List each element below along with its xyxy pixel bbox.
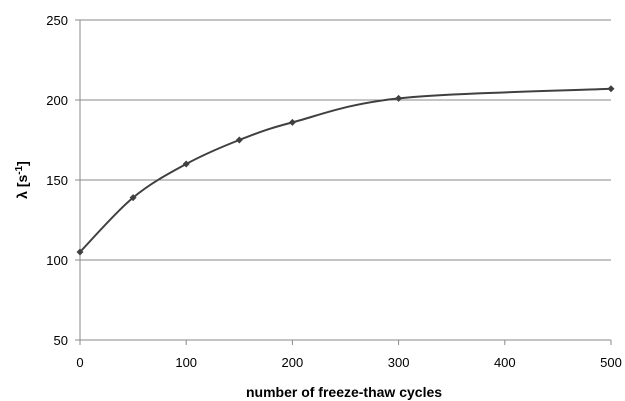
y-axis-title-exponent: -1 <box>14 165 25 174</box>
y-axis-title-close: ] <box>14 161 30 166</box>
data-point-marker <box>129 194 137 202</box>
y-axis-title-main: λ [s <box>14 175 30 199</box>
y-tick-label: 200 <box>46 93 68 108</box>
y-tick-label: 250 <box>46 13 68 28</box>
series-layer <box>76 85 615 256</box>
x-tick-label: 300 <box>388 355 410 370</box>
data-point-marker <box>288 118 296 126</box>
gridlines <box>80 19 611 261</box>
y-tick-label: 150 <box>46 173 68 188</box>
y-tick-label: 50 <box>54 333 68 348</box>
x-axis-title: number of freeze-thaw cycles <box>246 384 442 400</box>
data-point-marker <box>235 136 243 144</box>
data-point-marker <box>182 160 190 168</box>
x-tick-label: 400 <box>494 355 516 370</box>
x-tick-label: 200 <box>282 355 304 370</box>
data-point-marker <box>607 85 615 93</box>
y-tick-label: 100 <box>46 253 68 268</box>
y-axis-title: λ [s-1] <box>14 161 30 199</box>
series-line <box>79 87 612 253</box>
x-tick-label: 0 <box>76 355 83 370</box>
y-tick-labels: 50 100 150 200 250 <box>46 13 68 348</box>
x-tick-label: 500 <box>600 355 622 370</box>
x-tick-labels: 0 100 200 300 400 500 <box>76 355 621 370</box>
x-tick-label: 100 <box>175 355 197 370</box>
data-point-marker <box>395 94 403 102</box>
axes <box>75 19 612 345</box>
data-point-marker <box>76 248 84 256</box>
